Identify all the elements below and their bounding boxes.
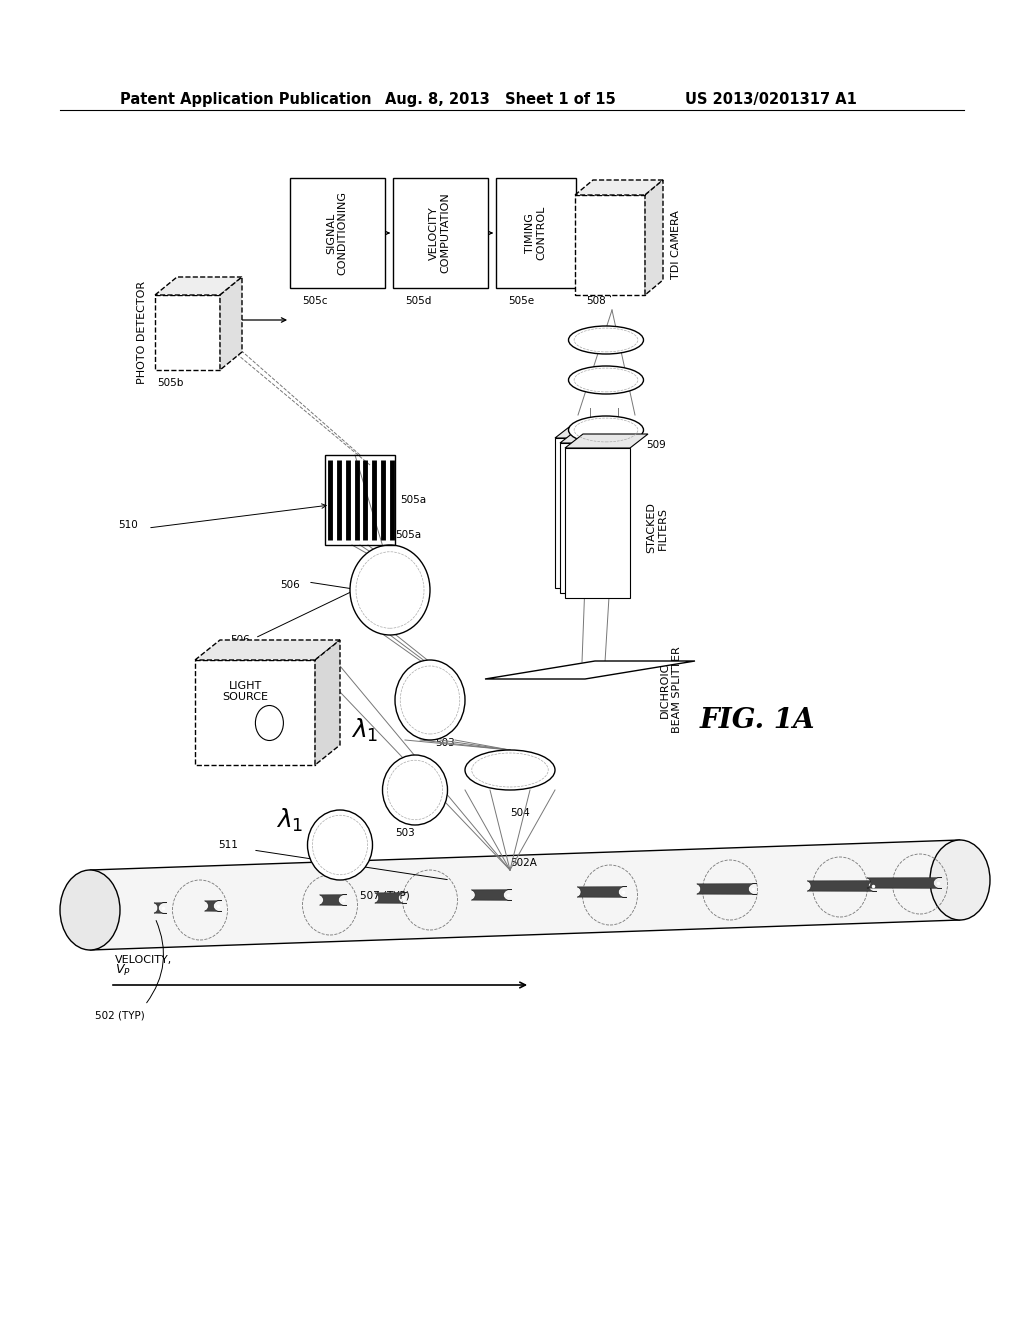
Text: 503: 503 — [435, 738, 455, 748]
Bar — [325, 455, 395, 545]
Polygon shape — [205, 900, 222, 912]
Polygon shape — [807, 880, 877, 891]
Polygon shape — [560, 429, 643, 444]
Polygon shape — [578, 887, 627, 898]
Text: 505e: 505e — [508, 296, 535, 306]
Polygon shape — [195, 640, 340, 660]
Polygon shape — [155, 294, 220, 370]
Bar — [575, 195, 645, 294]
Text: 505c: 505c — [302, 296, 328, 306]
Polygon shape — [555, 424, 638, 438]
Text: 506: 506 — [230, 635, 250, 645]
Text: 505a: 505a — [395, 531, 421, 540]
Text: 508: 508 — [586, 296, 606, 306]
Ellipse shape — [568, 416, 643, 444]
Text: DICHROIC
BEAM SPLITTER: DICHROIC BEAM SPLITTER — [660, 647, 682, 734]
Bar — [393, 178, 488, 288]
Polygon shape — [575, 180, 663, 195]
Ellipse shape — [383, 755, 447, 825]
Text: TIMING
CONTROL: TIMING CONTROL — [525, 206, 547, 260]
Polygon shape — [555, 438, 620, 587]
Polygon shape — [867, 878, 942, 888]
Text: 511: 511 — [218, 840, 238, 850]
Polygon shape — [485, 661, 695, 678]
Polygon shape — [195, 660, 315, 766]
Polygon shape — [696, 883, 757, 895]
Text: $\lambda_1$: $\lambda_1$ — [351, 717, 379, 743]
Polygon shape — [375, 892, 407, 903]
Ellipse shape — [568, 326, 643, 354]
Text: 503: 503 — [395, 828, 415, 838]
Text: 507 (TYP): 507 (TYP) — [360, 890, 410, 900]
Text: SIGNAL
CONDITIONING: SIGNAL CONDITIONING — [327, 191, 348, 275]
Text: STACKED
FILTERS: STACKED FILTERS — [646, 503, 668, 553]
Polygon shape — [155, 277, 242, 294]
Ellipse shape — [930, 840, 990, 920]
Polygon shape — [645, 180, 663, 294]
Text: 505d: 505d — [406, 296, 431, 306]
Polygon shape — [315, 640, 340, 766]
Polygon shape — [565, 434, 648, 447]
Bar — [290, 178, 385, 288]
Text: 505a: 505a — [400, 495, 426, 506]
Text: $\lambda_1$: $\lambda_1$ — [276, 807, 304, 834]
Ellipse shape — [465, 750, 555, 789]
Text: 510: 510 — [118, 520, 138, 531]
Polygon shape — [560, 444, 625, 593]
Text: 504: 504 — [510, 808, 529, 818]
Ellipse shape — [255, 705, 284, 741]
Text: FIG. 1A: FIG. 1A — [700, 706, 815, 734]
Polygon shape — [154, 903, 167, 913]
Polygon shape — [90, 840, 961, 950]
Text: TDI CAMERA: TDI CAMERA — [671, 211, 681, 280]
Text: 502 (TYP): 502 (TYP) — [95, 1010, 144, 1020]
Text: Aug. 8, 2013   Sheet 1 of 15: Aug. 8, 2013 Sheet 1 of 15 — [385, 92, 615, 107]
Ellipse shape — [307, 810, 373, 880]
Ellipse shape — [395, 660, 465, 741]
Polygon shape — [220, 277, 242, 370]
Polygon shape — [565, 447, 630, 598]
Text: 505b: 505b — [157, 378, 183, 388]
Text: $V_P$: $V_P$ — [115, 962, 131, 978]
Text: VELOCITY,: VELOCITY, — [115, 954, 172, 965]
Text: VELOCITY
COMPUTATION: VELOCITY COMPUTATION — [429, 193, 451, 273]
Bar — [496, 178, 575, 288]
Text: 506: 506 — [280, 579, 300, 590]
Text: PHOTO DETECTOR: PHOTO DETECTOR — [137, 280, 147, 384]
Polygon shape — [471, 890, 512, 900]
Text: 502A: 502A — [510, 858, 537, 869]
Text: 509: 509 — [646, 440, 666, 450]
Text: US 2013/0201317 A1: US 2013/0201317 A1 — [685, 92, 857, 107]
Ellipse shape — [350, 545, 430, 635]
Ellipse shape — [568, 366, 643, 393]
Text: LIGHT
SOURCE: LIGHT SOURCE — [222, 681, 268, 702]
Text: Patent Application Publication: Patent Application Publication — [120, 92, 372, 107]
Polygon shape — [319, 895, 347, 906]
Ellipse shape — [60, 870, 120, 950]
